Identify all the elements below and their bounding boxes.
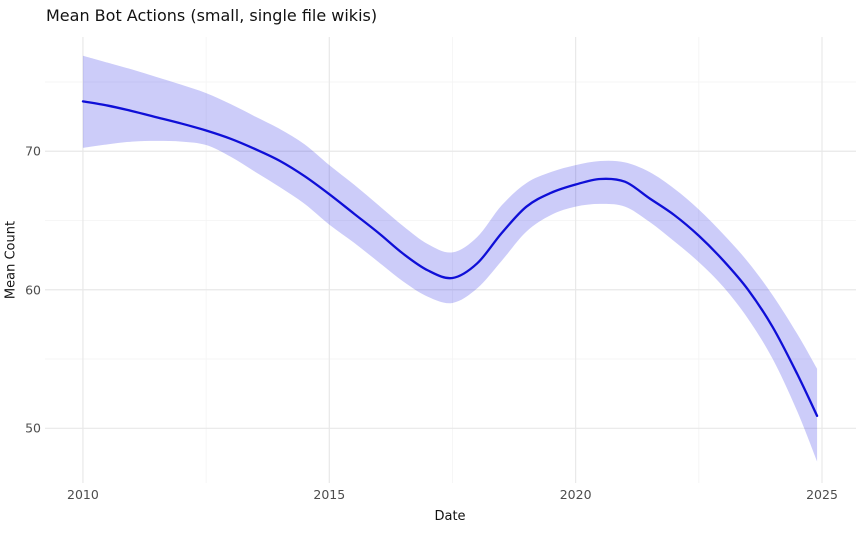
chart-title: Mean Bot Actions (small, single file wik…	[46, 6, 378, 25]
x-tick-label: 2020	[559, 487, 592, 502]
trend-line	[81, 100, 819, 417]
x-tick-label: 2015	[313, 487, 346, 502]
y-tick-label: 60	[25, 282, 41, 298]
x-tick-label: 2025	[806, 487, 838, 502]
x-axis-title: Date	[434, 509, 466, 524]
y-axis-title: Mean Count	[3, 220, 19, 300]
y-tick-label: 50	[25, 420, 41, 436]
y-tick-label: 70	[25, 143, 41, 159]
confidence-band	[82, 55, 818, 462]
x-tick-label: 2010	[67, 487, 99, 502]
